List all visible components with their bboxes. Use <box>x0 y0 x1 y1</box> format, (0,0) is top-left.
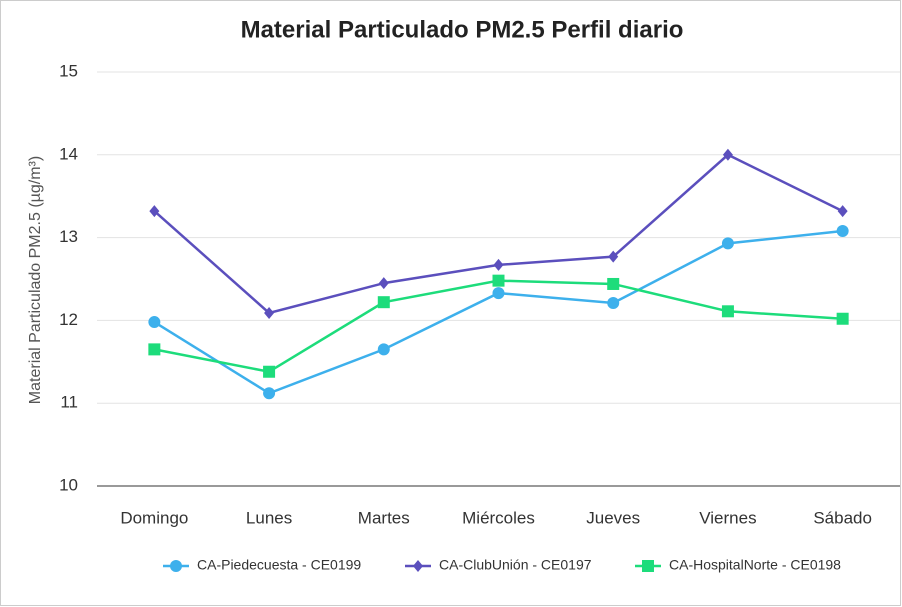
x-tick-label: Lunes <box>246 508 292 527</box>
data-point <box>492 287 505 300</box>
x-tick-label: Martes <box>358 508 410 527</box>
data-point <box>377 343 390 356</box>
data-point <box>836 224 849 237</box>
data-point <box>264 306 275 319</box>
x-tick-label: Jueves <box>586 508 640 527</box>
x-tick-label: Sábado <box>813 508 872 527</box>
data-point <box>149 205 160 218</box>
y-tick-label: 15 <box>59 61 78 80</box>
data-point <box>608 250 619 263</box>
legend-marker <box>170 560 182 572</box>
legend-marker <box>642 560 654 572</box>
y-axis-label: Material Particulado PM2.5 (µg/m³) <box>27 156 44 404</box>
data-point <box>721 305 734 318</box>
data-point <box>493 258 504 271</box>
data-point <box>148 343 161 356</box>
x-tick-label: Domingo <box>120 508 188 527</box>
data-point <box>721 237 734 250</box>
legend-marker <box>413 560 423 572</box>
data-point <box>263 387 276 400</box>
legend-label: CA-Piedecuesta - CE0199 <box>197 557 361 573</box>
x-tick-label: Viernes <box>699 508 756 527</box>
data-point <box>607 297 620 310</box>
x-tick-label: Miércoles <box>462 508 535 527</box>
data-point <box>378 277 389 290</box>
data-point <box>148 316 161 329</box>
y-tick-label: 11 <box>60 393 78 412</box>
y-tick-label: 14 <box>59 144 78 163</box>
data-point <box>722 148 733 161</box>
data-point <box>837 205 848 218</box>
chart-title: Material Particulado PM2.5 Perfil diario <box>241 16 684 43</box>
data-point <box>607 277 620 290</box>
legend-label: CA-HospitalNorte - CE0198 <box>669 557 841 573</box>
data-point <box>836 312 849 325</box>
data-point <box>377 296 390 309</box>
y-tick-label: 12 <box>59 310 78 329</box>
data-point <box>263 365 276 378</box>
legend-label: CA-ClubUnión - CE0197 <box>439 557 592 573</box>
y-tick-label: 13 <box>59 227 78 246</box>
y-tick-label: 10 <box>59 475 78 494</box>
data-point <box>492 274 505 287</box>
